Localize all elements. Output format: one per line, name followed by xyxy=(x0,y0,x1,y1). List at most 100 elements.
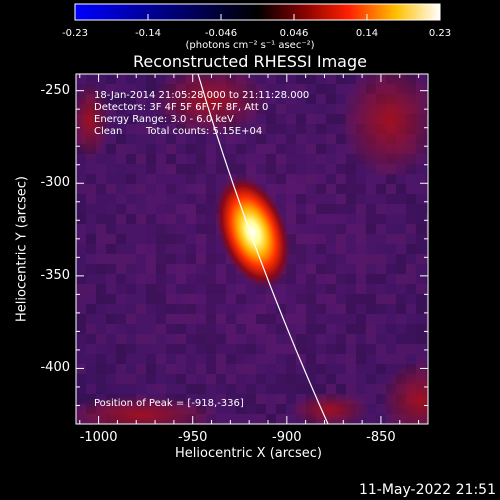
image-pixel xyxy=(206,234,216,244)
image-pixel xyxy=(196,354,206,364)
image-pixel xyxy=(176,154,186,164)
image-pixel xyxy=(216,344,226,354)
image-pixel xyxy=(166,124,176,134)
image-pixel xyxy=(186,374,196,384)
image-pixel xyxy=(376,254,386,264)
image-pixel xyxy=(316,134,326,144)
image-pixel xyxy=(396,184,406,194)
image-pixel xyxy=(276,74,286,84)
image-pixel xyxy=(356,344,366,354)
image-pixel xyxy=(266,104,276,114)
image-pixel xyxy=(186,174,196,184)
image-pixel xyxy=(416,324,426,334)
flare-source xyxy=(213,172,293,292)
image-pixel xyxy=(226,284,236,294)
image-pixel xyxy=(96,304,106,314)
image-pixel xyxy=(236,374,246,384)
image-pixel xyxy=(136,274,146,284)
image-pixel xyxy=(276,334,286,344)
x-axis-label: Heliocentric X (arcsec) xyxy=(175,446,322,461)
image-pixel xyxy=(426,224,428,234)
image-pixel xyxy=(396,304,406,314)
image-pixel xyxy=(336,354,346,364)
image-pixel xyxy=(236,354,246,364)
image-pixel xyxy=(116,254,126,264)
image-pixel xyxy=(76,284,86,294)
image-pixel xyxy=(256,124,266,134)
image-pixel xyxy=(276,374,286,384)
image-pixel xyxy=(196,234,206,244)
image-pixel xyxy=(146,254,156,264)
image-pixel xyxy=(176,294,186,304)
image-pixel xyxy=(86,224,96,234)
image-pixel xyxy=(396,214,406,224)
image-pixel xyxy=(406,304,416,314)
image-pixel xyxy=(326,314,336,324)
image-pixel xyxy=(126,234,136,244)
image-pixel xyxy=(186,364,196,374)
image-pixel xyxy=(336,154,346,164)
image-pixel xyxy=(296,204,306,214)
image-pixel xyxy=(266,164,276,174)
image-pixel xyxy=(316,154,326,164)
image-pixel xyxy=(166,314,176,324)
image-pixel xyxy=(116,314,126,324)
image-pixel xyxy=(286,134,296,144)
image-pixel xyxy=(116,374,126,384)
image-pixel xyxy=(366,284,376,294)
image-pixel xyxy=(206,184,216,194)
image-pixel xyxy=(306,364,316,374)
image-pixel xyxy=(156,164,166,174)
image-pixel xyxy=(236,164,246,174)
image-pixel xyxy=(366,324,376,334)
image-pixel xyxy=(356,184,366,194)
image-pixel xyxy=(76,264,86,274)
image-pixel xyxy=(146,284,156,294)
image-pixel xyxy=(266,124,276,134)
image-pixel xyxy=(286,384,296,394)
image-pixel xyxy=(86,334,96,344)
image-pixel xyxy=(306,314,316,324)
image-pixel xyxy=(146,124,156,134)
image-pixel xyxy=(96,314,106,324)
image-pixel xyxy=(286,114,296,124)
annotation-detectors: Detectors: 3F 4F 5F 6F 7F 8F, Att 0 xyxy=(94,102,269,113)
image-pixel xyxy=(336,274,346,284)
image-pixel xyxy=(136,174,146,184)
image-pixel xyxy=(106,254,116,264)
image-pixel xyxy=(336,144,346,154)
image-pixel xyxy=(206,194,216,204)
image-pixel xyxy=(196,304,206,314)
image-pixel xyxy=(166,244,176,254)
image-pixel xyxy=(136,364,146,374)
image-pixel xyxy=(176,374,186,384)
image-pixel xyxy=(396,354,406,364)
image-pixel xyxy=(376,264,386,274)
image-pixel xyxy=(256,294,266,304)
image-pixel xyxy=(296,84,306,94)
image-pixel xyxy=(306,274,316,284)
image-pixel xyxy=(96,154,106,164)
image-pixel xyxy=(336,244,346,254)
image-pixel xyxy=(336,314,346,324)
image-pixel xyxy=(256,134,266,144)
image-pixel xyxy=(326,324,336,334)
image-pixel xyxy=(276,324,286,334)
image-pixel xyxy=(296,244,306,254)
image-pixel xyxy=(206,304,216,314)
image-pixel xyxy=(406,234,416,244)
image-pixel xyxy=(136,94,146,104)
image-pixel xyxy=(426,284,428,294)
image-pixel xyxy=(296,134,306,144)
image-pixel xyxy=(146,264,156,274)
image-pixel xyxy=(206,314,216,324)
image-pixel xyxy=(346,204,356,214)
image-pixel xyxy=(256,334,266,344)
image-pixel xyxy=(176,384,186,394)
image-pixel xyxy=(166,204,176,214)
image-pixel xyxy=(176,224,186,234)
image-pixel xyxy=(236,324,246,334)
image-pixel xyxy=(76,274,86,284)
colorbar-tick-label: 0.23 xyxy=(428,28,452,39)
